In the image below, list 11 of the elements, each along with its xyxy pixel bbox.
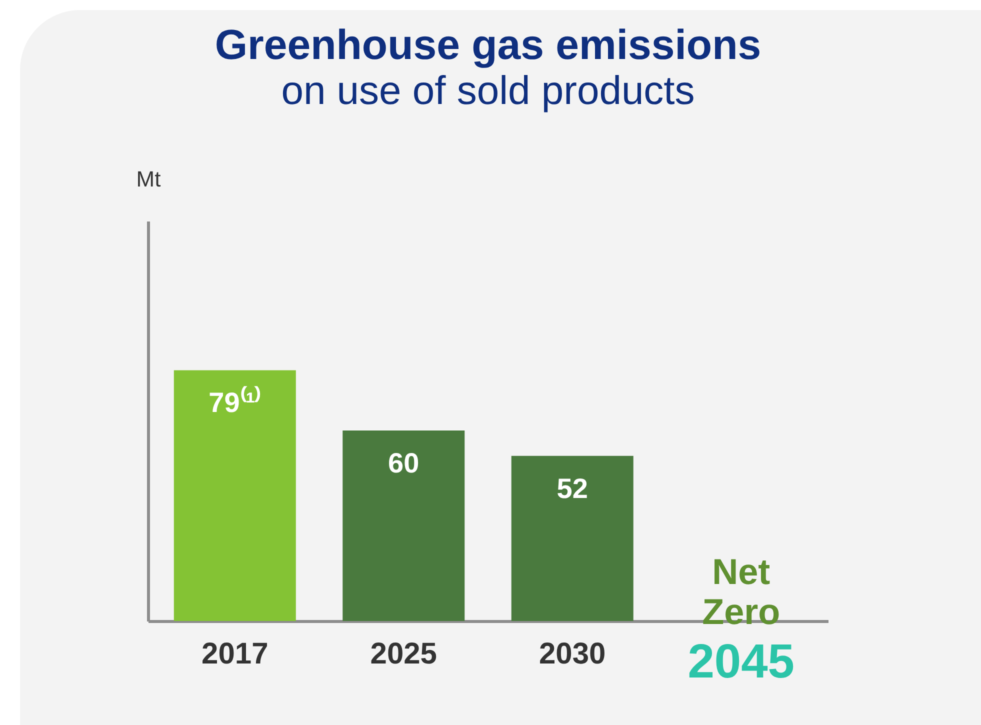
data-label: 79⁽¹⁾ bbox=[208, 386, 262, 418]
y-axis-title: Mt bbox=[136, 166, 161, 192]
chart-title: Greenhouse gas emissions bbox=[214, 21, 762, 68]
x-tick-label: 2025 bbox=[370, 638, 438, 670]
chart-subtitle: on use of sold products bbox=[281, 69, 695, 113]
data-label: 60 bbox=[388, 448, 420, 479]
data-label: Net Zero bbox=[702, 551, 780, 632]
data-label: 52 bbox=[556, 472, 588, 504]
x-tick-label: 2030 bbox=[538, 638, 606, 670]
x-tick-label: 2017 bbox=[202, 638, 268, 670]
x-tick-label: 2045 bbox=[688, 636, 794, 688]
